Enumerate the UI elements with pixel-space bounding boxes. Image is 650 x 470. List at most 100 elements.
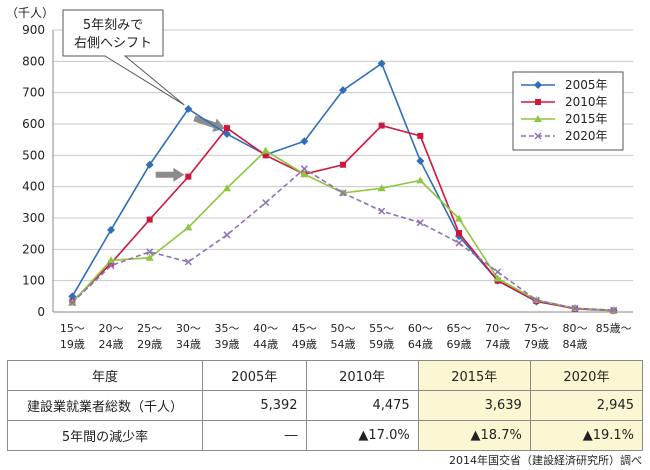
data-point — [300, 170, 309, 178]
x-tick-label: 69歳 — [447, 338, 472, 351]
x-tick-label: 54歳 — [331, 338, 356, 351]
table-header-cell: 2010年 — [305, 360, 419, 391]
x-tick-label: 34歳 — [176, 338, 201, 351]
data-point — [339, 189, 347, 197]
table-cell: ― — [202, 420, 307, 451]
annotation-text: 右側へシフト — [74, 36, 152, 51]
x-tick-label: 64歳 — [408, 338, 433, 351]
data-point — [68, 292, 77, 301]
data-point — [378, 122, 385, 129]
data-point — [534, 81, 542, 89]
data-point — [378, 207, 386, 215]
x-tick-label: 60～ — [408, 322, 433, 335]
legend-label: 2020年 — [565, 129, 608, 143]
data-point — [535, 99, 541, 105]
y-tick-label: 300 — [22, 211, 45, 225]
data-point — [107, 256, 115, 264]
data-point — [223, 130, 231, 139]
x-tick-label: 44歳 — [253, 338, 278, 351]
x-tick-label: 84歳 — [563, 338, 588, 351]
y-axis-unit: （千人） — [6, 6, 54, 20]
x-tick-label: 29歳 — [137, 338, 162, 351]
table-header-cell: 2020年 — [529, 360, 644, 391]
data-point — [455, 214, 463, 222]
table-header-cell: 2015年 — [417, 360, 531, 391]
table-header-cell: 年度 — [7, 360, 203, 391]
data-point — [416, 156, 425, 165]
data-point — [107, 262, 115, 270]
data-point — [416, 219, 424, 227]
table-cell: ▲19.1% — [529, 420, 644, 451]
x-tick-label: 85歳～ — [596, 322, 632, 335]
y-tick-label: 200 — [22, 242, 45, 256]
data-point — [532, 296, 540, 304]
x-tick-label: 39歳 — [215, 338, 240, 351]
data-point — [494, 268, 502, 276]
data-point — [145, 253, 154, 261]
table-header-cell: 2005年 — [202, 360, 307, 391]
data-point — [262, 199, 270, 207]
x-tick-label: 75～ — [524, 322, 549, 335]
legend-label: 2010年 — [565, 95, 608, 109]
table-header-row: 年度 2005年 2010年 2015年 2020年 — [7, 360, 644, 391]
table-cell: ▲17.0% — [305, 420, 419, 451]
data-point — [107, 225, 115, 234]
x-tick-label: 20～ — [99, 322, 124, 335]
y-tick-label: 800 — [22, 54, 45, 68]
data-point — [416, 176, 425, 184]
y-tick-label: 900 — [22, 23, 45, 37]
row-label: 建設業就業者総数（千人） — [7, 390, 203, 421]
data-point — [417, 132, 424, 139]
data-point — [185, 173, 192, 180]
x-tick-label: 65～ — [447, 322, 472, 335]
y-tick-label: 400 — [22, 180, 45, 194]
table-row: 建設業就業者総数（千人） 5,392 4,475 3,639 2,945 — [7, 390, 644, 421]
data-point — [262, 152, 269, 159]
data-point — [224, 125, 230, 132]
legend-label: 2005年 — [565, 78, 608, 92]
x-tick-label: 45～ — [292, 322, 317, 335]
source-note: 2014年国交省（建設経済研究所）調べ — [449, 454, 642, 467]
table-row: 5年間の減少率 ― ▲17.0% ▲18.7% ▲19.1% — [7, 420, 644, 451]
x-tick-label: 40～ — [253, 322, 278, 335]
annotation-callout — [62, 9, 185, 106]
annotation-text: 5年刻みで — [83, 18, 143, 33]
data-point — [377, 59, 386, 68]
data-point — [146, 216, 153, 223]
data-point — [455, 239, 463, 247]
x-tick-label: 55～ — [369, 322, 394, 335]
y-tick-label: 0 — [37, 305, 45, 319]
data-point — [223, 184, 231, 192]
row-label: 5年間の減少率 — [7, 420, 203, 451]
data-point — [300, 165, 308, 173]
table-cell: 3,639 — [417, 390, 531, 421]
y-tick-label: 100 — [22, 274, 45, 288]
data-point — [339, 86, 347, 95]
y-tick-label: 700 — [22, 86, 45, 100]
data-point — [108, 260, 114, 267]
data-point — [534, 115, 542, 122]
table-cell: 5,392 — [202, 390, 307, 421]
shift-arrow — [155, 167, 185, 182]
table-cell: 2,945 — [529, 390, 644, 421]
data-point — [300, 137, 309, 146]
series-line — [71, 149, 614, 312]
data-point — [493, 274, 502, 282]
x-tick-label: 35～ — [215, 322, 240, 335]
y-tick-label: 500 — [22, 148, 45, 162]
x-tick-label: 80～ — [563, 322, 588, 335]
x-tick-label: 25～ — [137, 322, 162, 335]
data-point — [571, 304, 579, 312]
data-point — [610, 306, 618, 314]
data-point — [340, 161, 346, 168]
data-point — [184, 258, 192, 266]
data-point — [223, 231, 231, 239]
data-table: 年度 2005年 2010年 2015年 2020年 建設業就業者総数（千人） … — [7, 360, 644, 451]
table-cell: ▲18.7% — [417, 420, 531, 451]
line-chart: 0 100 200 300 400 500 600 700 800 900 （千人） 15～ 19歳 2… — [6, 6, 633, 351]
data-point — [261, 146, 270, 154]
data-point — [534, 132, 542, 140]
data-point — [184, 104, 193, 113]
x-tick-label: 15～ — [60, 322, 85, 335]
data-point — [145, 160, 154, 169]
